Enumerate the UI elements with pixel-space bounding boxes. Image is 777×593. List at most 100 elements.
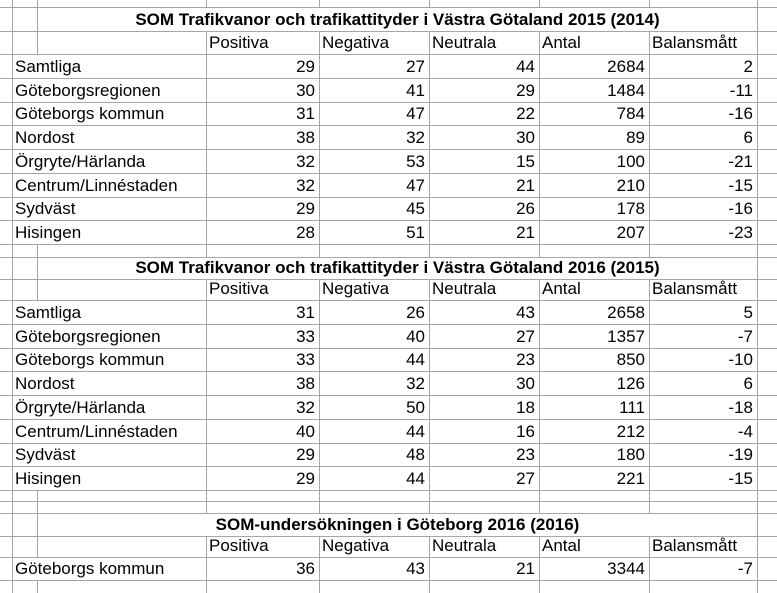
value-cell-balansmatt[interactable]: -19 bbox=[650, 444, 758, 466]
value-cell-neutrala[interactable]: 27 bbox=[430, 325, 540, 348]
row-label-cell[interactable]: Göteborgs kommun bbox=[13, 558, 207, 580]
value-cell-balansmatt[interactable]: -15 bbox=[650, 174, 758, 197]
value-cell-antal[interactable]: 111 bbox=[540, 396, 650, 419]
value-cell-positiva[interactable]: 32 bbox=[207, 396, 320, 419]
value-cell-negativa[interactable]: 43 bbox=[320, 558, 430, 580]
row-label-cell[interactable]: Hisingen bbox=[13, 221, 207, 244]
value-cell-antal[interactable]: 89 bbox=[540, 126, 650, 149]
value-cell-positiva[interactable]: 38 bbox=[207, 372, 320, 395]
value-cell-positiva[interactable]: 33 bbox=[207, 325, 320, 348]
value-cell-neutrala[interactable]: 44 bbox=[430, 55, 540, 78]
value-cell-balansmatt[interactable]: -18 bbox=[650, 396, 758, 419]
value-cell-neutrala[interactable]: 18 bbox=[430, 396, 540, 419]
value-cell-negativa[interactable]: 26 bbox=[320, 301, 430, 324]
value-cell-antal[interactable]: 3344 bbox=[540, 558, 650, 580]
row-label-cell[interactable]: Sydväst bbox=[13, 444, 207, 466]
value-cell-positiva[interactable]: 30 bbox=[207, 79, 320, 102]
value-cell-negativa[interactable]: 32 bbox=[320, 126, 430, 149]
value-cell-positiva[interactable]: 29 bbox=[207, 444, 320, 466]
value-cell-negativa[interactable]: 40 bbox=[320, 325, 430, 348]
value-cell-antal[interactable]: 2684 bbox=[540, 55, 650, 78]
column-header-balansmatt[interactable]: Balansmått bbox=[650, 537, 758, 557]
table-title-cell[interactable]: SOM-undersökningen i Göteborg 2016 (2016… bbox=[38, 514, 758, 536]
value-cell-positiva[interactable]: 40 bbox=[207, 420, 320, 443]
value-cell-balansmatt[interactable]: 2 bbox=[650, 55, 758, 78]
value-cell-negativa[interactable]: 27 bbox=[320, 55, 430, 78]
value-cell-balansmatt[interactable]: 5 bbox=[650, 301, 758, 324]
value-cell-neutrala[interactable]: 15 bbox=[430, 150, 540, 173]
value-cell-balansmatt[interactable]: -10 bbox=[650, 349, 758, 371]
value-cell-balansmatt[interactable]: -7 bbox=[650, 325, 758, 348]
value-cell-neutrala[interactable]: 21 bbox=[430, 558, 540, 580]
column-header-antal[interactable]: Antal bbox=[540, 280, 650, 300]
value-cell-antal[interactable]: 126 bbox=[540, 372, 650, 395]
value-cell-positiva[interactable]: 28 bbox=[207, 221, 320, 244]
value-cell-negativa[interactable]: 32 bbox=[320, 372, 430, 395]
value-cell-neutrala[interactable]: 27 bbox=[430, 467, 540, 490]
value-cell-neutrala[interactable]: 21 bbox=[430, 174, 540, 197]
column-header-negativa[interactable]: Negativa bbox=[320, 32, 430, 54]
value-cell-balansmatt[interactable]: -15 bbox=[650, 467, 758, 490]
column-header-positiva[interactable]: Positiva bbox=[207, 32, 320, 54]
value-cell-positiva[interactable]: 38 bbox=[207, 126, 320, 149]
value-cell-balansmatt[interactable]: -16 bbox=[650, 103, 758, 125]
value-cell-antal[interactable]: 784 bbox=[540, 103, 650, 125]
value-cell-negativa[interactable]: 44 bbox=[320, 420, 430, 443]
column-header-neutrala[interactable]: Neutrala bbox=[430, 537, 540, 557]
row-label-cell[interactable]: Sydväst bbox=[13, 198, 207, 220]
value-cell-balansmatt[interactable]: -7 bbox=[650, 558, 758, 580]
row-label-cell[interactable]: Göteborgs kommun bbox=[13, 103, 207, 125]
row-label-cell[interactable]: Centrum/Linnéstaden bbox=[13, 174, 207, 197]
row-label-cell[interactable]: Örgryte/Härlanda bbox=[13, 150, 207, 173]
value-cell-negativa[interactable]: 44 bbox=[320, 467, 430, 490]
value-cell-antal[interactable]: 178 bbox=[540, 198, 650, 220]
value-cell-neutrala[interactable]: 30 bbox=[430, 126, 540, 149]
row-label-cell[interactable]: Göteborgsregionen bbox=[13, 325, 207, 348]
value-cell-positiva[interactable]: 29 bbox=[207, 467, 320, 490]
table-title-cell[interactable]: SOM Trafikvanor och trafikattityder i Vä… bbox=[38, 8, 758, 31]
value-cell-balansmatt[interactable]: 6 bbox=[650, 126, 758, 149]
value-cell-positiva[interactable]: 29 bbox=[207, 198, 320, 220]
row-label-cell[interactable]: Hisingen bbox=[13, 467, 207, 490]
value-cell-positiva[interactable]: 31 bbox=[207, 301, 320, 324]
column-header-balansmatt[interactable]: Balansmått bbox=[650, 280, 758, 300]
value-cell-balansmatt[interactable]: -23 bbox=[650, 221, 758, 244]
row-label-cell[interactable]: Nordost bbox=[13, 372, 207, 395]
row-label-cell[interactable]: Centrum/Linnéstaden bbox=[13, 420, 207, 443]
value-cell-antal[interactable]: 1484 bbox=[540, 79, 650, 102]
column-header-antal[interactable]: Antal bbox=[540, 32, 650, 54]
column-header-negativa[interactable]: Negativa bbox=[320, 537, 430, 557]
value-cell-antal[interactable]: 210 bbox=[540, 174, 650, 197]
value-cell-negativa[interactable]: 45 bbox=[320, 198, 430, 220]
value-cell-balansmatt[interactable]: 6 bbox=[650, 372, 758, 395]
column-header-neutrala[interactable]: Neutrala bbox=[430, 280, 540, 300]
row-label-cell[interactable]: Göteborgsregionen bbox=[13, 79, 207, 102]
value-cell-negativa[interactable]: 44 bbox=[320, 349, 430, 371]
value-cell-negativa[interactable]: 41 bbox=[320, 79, 430, 102]
value-cell-balansmatt[interactable]: -4 bbox=[650, 420, 758, 443]
value-cell-positiva[interactable]: 29 bbox=[207, 55, 320, 78]
row-label-cell[interactable]: Nordost bbox=[13, 126, 207, 149]
value-cell-positiva[interactable]: 33 bbox=[207, 349, 320, 371]
value-cell-positiva[interactable]: 31 bbox=[207, 103, 320, 125]
value-cell-balansmatt[interactable]: -11 bbox=[650, 79, 758, 102]
column-header-balansmatt[interactable]: Balansmått bbox=[650, 32, 758, 54]
table-title-cell[interactable]: SOM Trafikvanor och trafikattityder i Vä… bbox=[38, 258, 758, 279]
value-cell-neutrala[interactable]: 23 bbox=[430, 444, 540, 466]
value-cell-antal[interactable]: 180 bbox=[540, 444, 650, 466]
value-cell-neutrala[interactable]: 30 bbox=[430, 372, 540, 395]
value-cell-balansmatt[interactable]: -16 bbox=[650, 198, 758, 220]
value-cell-antal[interactable]: 2658 bbox=[540, 301, 650, 324]
value-cell-neutrala[interactable]: 22 bbox=[430, 103, 540, 125]
column-header-positiva[interactable]: Positiva bbox=[207, 537, 320, 557]
column-header-neutrala[interactable]: Neutrala bbox=[430, 32, 540, 54]
column-header-positiva[interactable]: Positiva bbox=[207, 280, 320, 300]
value-cell-antal[interactable]: 207 bbox=[540, 221, 650, 244]
row-label-cell[interactable]: Göteborgs kommun bbox=[13, 349, 207, 371]
value-cell-neutrala[interactable]: 26 bbox=[430, 198, 540, 220]
value-cell-negativa[interactable]: 47 bbox=[320, 103, 430, 125]
row-label-cell[interactable]: Samtliga bbox=[13, 301, 207, 324]
value-cell-antal[interactable]: 221 bbox=[540, 467, 650, 490]
value-cell-balansmatt[interactable]: -21 bbox=[650, 150, 758, 173]
value-cell-antal[interactable]: 100 bbox=[540, 150, 650, 173]
